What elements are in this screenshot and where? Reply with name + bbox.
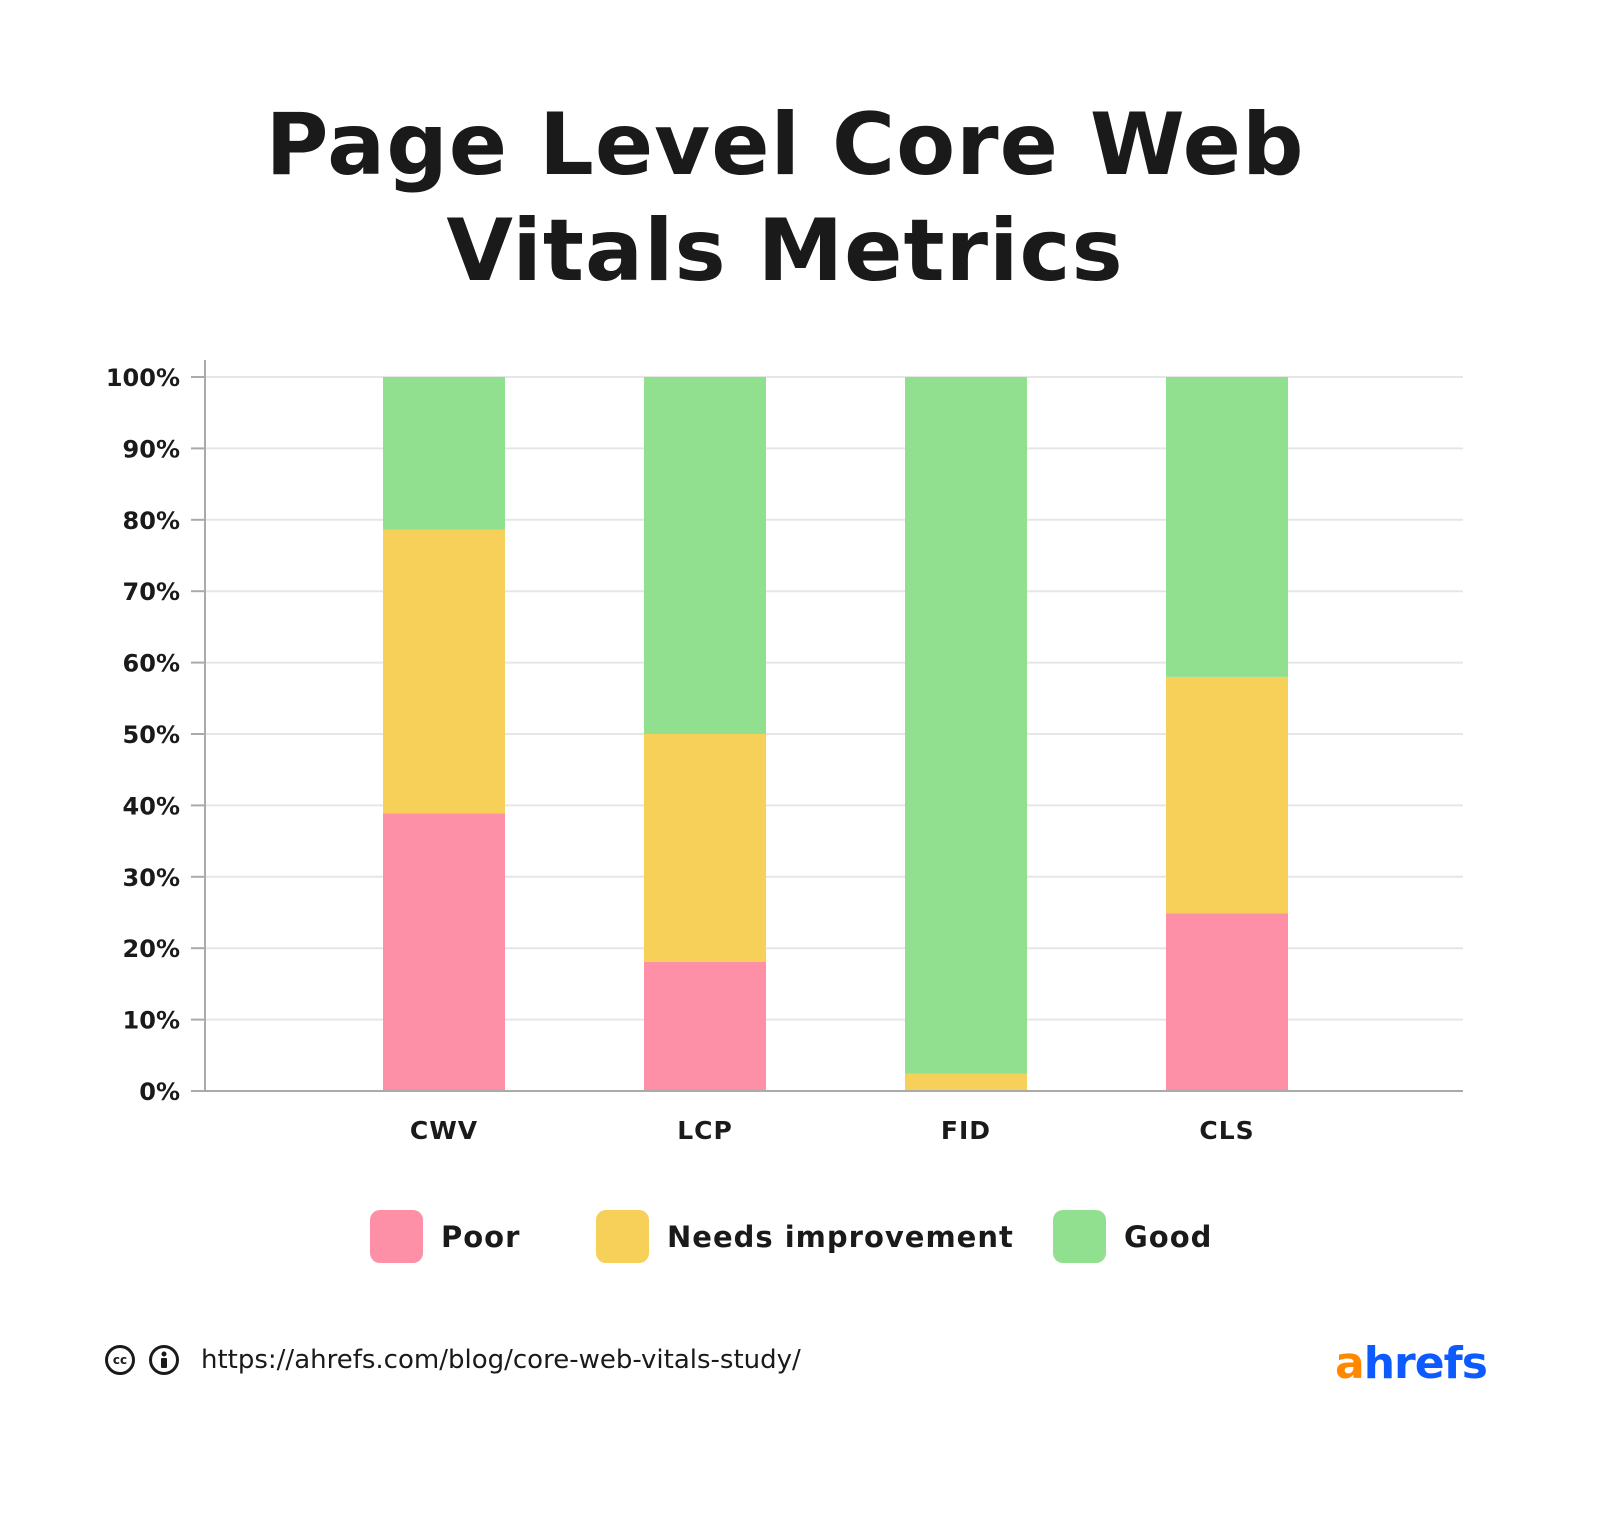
y-tick-label: 40%	[123, 792, 180, 820]
bar-cwv-good	[383, 377, 505, 530]
y-tick-label: 80%	[123, 507, 180, 535]
y-tick-label: 70%	[123, 578, 180, 606]
x-tick-label: LCP	[677, 1116, 733, 1145]
bar-lcp-good	[644, 377, 766, 734]
bar-cwv-needs-improvement	[383, 529, 505, 814]
logo-a: a	[1335, 1338, 1365, 1389]
logo-hrefs: hrefs	[1363, 1338, 1488, 1389]
legend-label-poor: Poor	[441, 1219, 521, 1254]
legend-swatch-good	[1053, 1210, 1106, 1263]
y-tick-label: 30%	[123, 864, 180, 892]
bar-cls-poor	[1166, 913, 1288, 1091]
legend-label-good: Good	[1124, 1219, 1213, 1254]
y-tick-label: 50%	[123, 721, 180, 749]
bar-cls-good	[1166, 377, 1288, 677]
bar-fid-good	[905, 377, 1027, 1074]
x-tick-label: CLS	[1199, 1116, 1254, 1145]
title-line-2: Vitals Metrics	[446, 201, 1124, 301]
creative-commons-icon: cc	[105, 1345, 135, 1375]
y-tick-label: 60%	[123, 650, 180, 678]
title-line-1: Page Level Core Web	[265, 95, 1305, 195]
attribution-icon	[149, 1345, 179, 1375]
bar-lcp-needs-improvement	[644, 734, 766, 962]
bar-fid-needs-improvement	[905, 1073, 1027, 1091]
x-tick-label: CWV	[410, 1116, 478, 1145]
legend-swatch-needs-improvement	[596, 1210, 649, 1263]
x-tick-label: FID	[941, 1116, 991, 1145]
cc-glyph: cc	[112, 1353, 128, 1367]
bar-cls-needs-improvement	[1166, 676, 1288, 914]
legend-label-needs-improvement: Needs improvement	[667, 1219, 1014, 1254]
y-tick-label: 90%	[123, 435, 180, 463]
y-tick-label: 100%	[106, 364, 180, 392]
legend-item-poor: Poor	[370, 1210, 520, 1263]
legend-item-good: Good	[1053, 1210, 1212, 1263]
bar-cwv-poor	[383, 813, 505, 1091]
stacked-bar-chart: 0% 10% 20% 30% 40% 50% 60% 70% 80% 90% 100% CWV LCP F…	[106, 360, 1463, 1145]
bar-lcp-poor	[644, 961, 766, 1091]
legend-item-needs-improvement: Needs improvement	[596, 1210, 1014, 1263]
chart-title: Page Level Core Web Vitals Metrics	[0, 92, 1570, 304]
source-url[interactable]: https://ahrefs.com/blog/core-web-vitals-…	[201, 1345, 801, 1375]
person-glyph	[161, 1351, 167, 1368]
y-tick-label: 10%	[123, 1007, 180, 1035]
footer: cc https://ahrefs.com/blog/core-web-vita…	[105, 1345, 801, 1375]
legend-swatch-poor	[370, 1210, 423, 1263]
ahrefs-logo: ahrefs	[1335, 1338, 1488, 1389]
y-tick-label: 20%	[123, 935, 180, 963]
y-tick-label: 0%	[139, 1078, 180, 1106]
